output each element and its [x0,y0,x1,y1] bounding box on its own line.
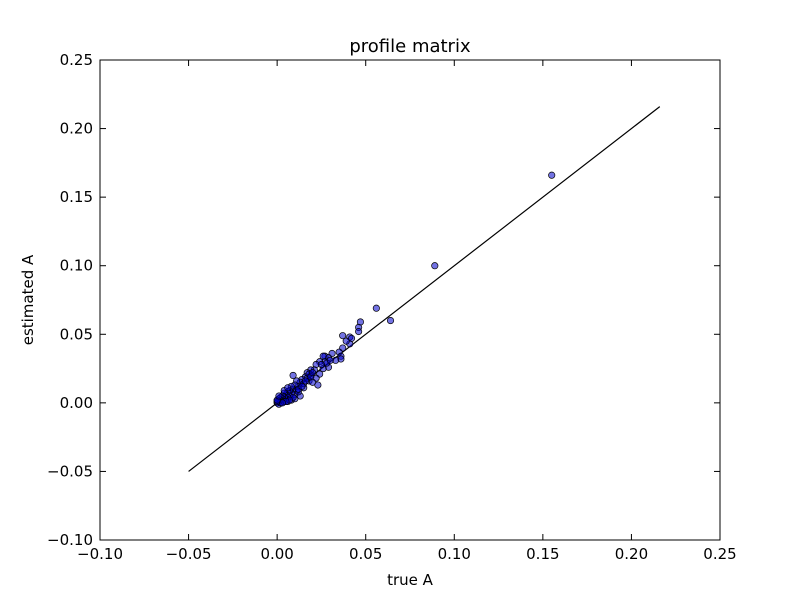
data-point [317,360,325,369]
y-tick-label: 0.10 [60,257,93,275]
data-point [355,327,363,336]
data-point [298,382,306,390]
y-tick-label: −0.10 [47,531,93,549]
y-tick-label: 0.20 [60,120,93,138]
y-tick-label: 0.00 [60,394,93,412]
y-axis-label: estimated A [19,254,37,345]
y-tick-label: 0.15 [60,188,93,206]
y-tick-label: 0.25 [60,51,93,69]
x-tick-label: 0.20 [615,545,648,563]
chart-title: profile matrix [349,36,471,57]
data-point [289,371,297,379]
y-tick-label: 0.05 [60,325,93,343]
x-tick-label: −0.10 [77,545,123,563]
data-point [342,337,350,345]
data-point [275,392,283,400]
plot-frame [99,59,721,541]
x-tick-label: 0.10 [438,545,471,563]
axis-ticks: −0.10 −0.05 0.00 0.05 0.10 0.15 0.20 0.25 −0.10 −… [47,51,737,563]
x-axis-label: true A [387,571,434,589]
x-tick-label: 0.25 [703,545,736,563]
data-point [548,171,556,179]
x-tick-label: 0.05 [349,545,382,563]
data-point [386,317,395,325]
data-point [431,262,439,270]
plot-content [188,106,661,472]
data-point [372,304,380,312]
data-point [309,369,317,377]
x-tick-label: 0.00 [260,545,293,563]
data-point [284,384,292,392]
data-point [339,332,347,340]
data-point [301,377,310,385]
data-point [326,356,334,364]
x-tick-label: 0.15 [526,545,559,563]
data-point [314,381,322,389]
reference-line [188,106,661,472]
x-tick-label: −0.05 [166,545,212,563]
y-tick-label: −0.05 [47,462,93,480]
